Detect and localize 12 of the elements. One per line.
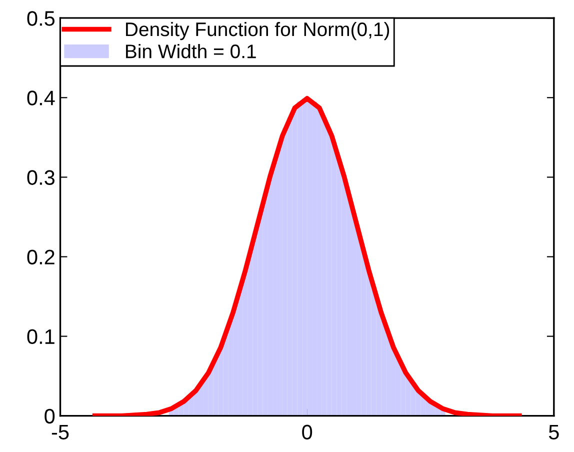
y-tick-label: 0.3 <box>27 170 54 185</box>
x-tick-label: 0 <box>302 424 312 440</box>
y-tick-label: 0.4 <box>27 90 55 106</box>
x-tick-label: 5 <box>548 424 559 440</box>
y-tick-label: 0.1 <box>27 329 54 344</box>
y-tick-label: 0.2 <box>27 250 54 264</box>
legend-label: Bin Width = 0.1 <box>126 44 256 58</box>
legend-label: Density Function for Norm(0,1) <box>126 22 390 40</box>
y-tick-label: 0 <box>44 408 55 424</box>
y-tick-label: 0.5 <box>27 11 55 26</box>
x-tick-label: -5 <box>52 424 69 440</box>
line-series <box>92 96 522 416</box>
